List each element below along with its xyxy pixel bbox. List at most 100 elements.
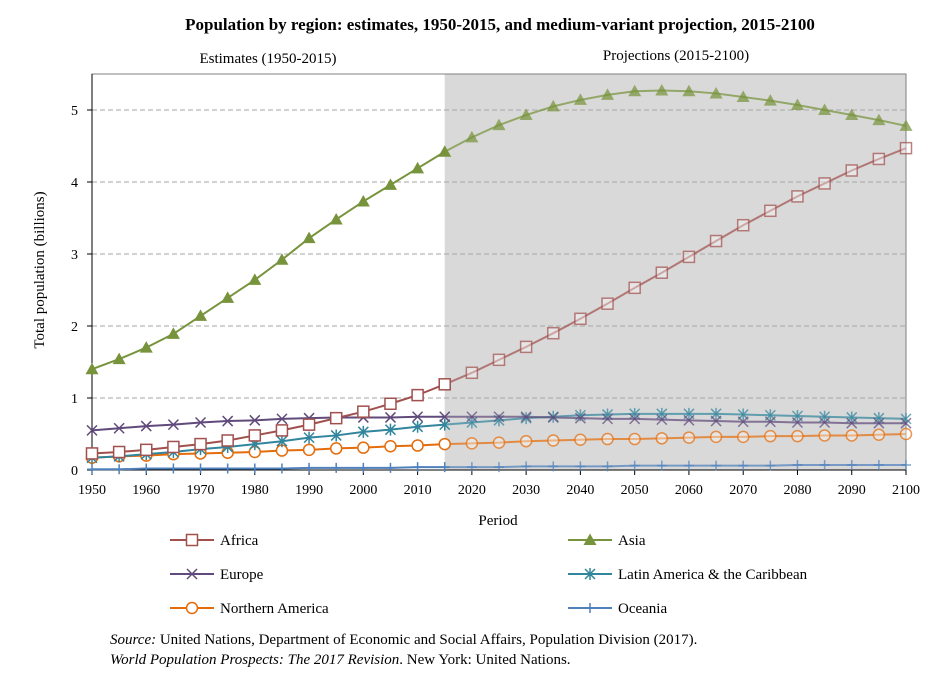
estimates-label: Estimates (1950-2015)	[199, 51, 336, 67]
data-point-marker	[683, 460, 694, 471]
data-point-marker	[901, 459, 911, 470]
data-point-marker	[411, 439, 424, 452]
data-point-marker	[602, 461, 613, 472]
data-point-marker	[466, 411, 478, 423]
y-tick-label: 2	[71, 320, 78, 335]
data-point-marker	[547, 434, 560, 447]
data-point-marker	[900, 417, 912, 429]
series-asia	[85, 84, 913, 375]
series-oceania	[87, 459, 911, 475]
x-tick-label: 1970	[187, 483, 215, 498]
data-point-marker	[709, 234, 723, 248]
data-point-marker	[439, 462, 450, 473]
data-point-marker	[818, 429, 831, 442]
data-point-marker	[493, 411, 505, 423]
data-point-marker	[547, 411, 559, 423]
data-point-marker	[384, 411, 396, 423]
series-europe	[86, 411, 912, 436]
series-africa	[85, 141, 913, 460]
data-point-marker	[736, 430, 750, 444]
data-point-marker	[601, 88, 615, 100]
projection-shaded-region	[444, 74, 906, 470]
x-tick-label: 2010	[404, 483, 432, 498]
data-point-marker	[818, 103, 832, 115]
data-point-marker	[546, 99, 560, 112]
data-point-marker	[629, 460, 640, 471]
data-point-marker	[114, 464, 125, 475]
data-point-marker	[248, 429, 262, 442]
data-point-marker	[845, 164, 858, 177]
data-point-marker	[385, 462, 396, 473]
data-point-marker	[791, 416, 803, 429]
data-point-marker	[249, 414, 261, 426]
y-axis-title: Total population (billions)	[32, 191, 48, 348]
data-point-marker	[765, 460, 776, 471]
data-point-marker	[682, 431, 696, 444]
data-point-marker	[737, 416, 749, 428]
x-tick-label: 1990	[295, 483, 323, 498]
data-point-marker	[357, 441, 370, 454]
data-point-marker	[872, 428, 886, 441]
data-point-marker	[185, 601, 199, 615]
data-point-marker	[575, 461, 586, 472]
data-point-marker	[221, 434, 234, 447]
data-point-marker	[520, 412, 532, 425]
data-point-marker	[872, 113, 886, 126]
legend-label: Europe	[220, 567, 264, 583]
legend: Africa Asia Europe Latin America & the Cari…	[170, 533, 808, 617]
data-point-marker	[276, 435, 288, 448]
data-point-marker	[764, 429, 777, 443]
data-point-marker	[249, 463, 260, 474]
data-point-marker	[519, 108, 533, 121]
data-point-marker	[357, 405, 370, 418]
projections-label: Projections (2015-2100)	[603, 48, 749, 64]
data-point-marker	[222, 415, 234, 427]
chart-title: Population by region: estimates, 1950-20…	[185, 15, 815, 34]
data-point-marker	[899, 141, 913, 155]
data-point-marker	[358, 462, 369, 473]
x-tick-label: 2030	[512, 483, 540, 498]
data-point-marker	[872, 152, 886, 166]
legend-item-oceania: Oceania	[568, 601, 667, 617]
source-label: Source:	[110, 632, 157, 648]
source-text: United Nations, Department of Economic a…	[156, 632, 698, 648]
data-point-marker	[574, 412, 586, 424]
data-point-marker	[655, 84, 669, 96]
data-point-marker	[656, 414, 668, 426]
data-point-marker	[330, 429, 342, 442]
data-point-marker	[629, 413, 641, 425]
data-point-marker	[167, 419, 179, 431]
source-publisher: . New York: United Nations.	[399, 652, 571, 668]
data-point-marker	[411, 161, 425, 174]
data-point-marker	[357, 425, 369, 438]
data-point-marker	[736, 218, 750, 232]
data-point-marker	[846, 417, 858, 429]
data-point-marker	[439, 418, 451, 431]
data-point-marker	[846, 459, 857, 470]
x-tick-label: 2050	[621, 483, 649, 498]
series-line-projection	[444, 433, 907, 446]
data-point-marker	[438, 437, 451, 451]
data-point-marker	[899, 119, 913, 131]
series-line-projection	[444, 415, 906, 425]
data-point-marker	[873, 459, 884, 470]
data-point-marker	[682, 250, 696, 264]
data-point-marker	[547, 326, 560, 340]
data-point-marker	[466, 462, 477, 473]
data-point-marker	[574, 312, 587, 326]
data-point-marker	[465, 366, 479, 380]
data-point-marker	[583, 533, 597, 545]
data-point-marker	[899, 427, 913, 441]
data-point-marker	[628, 84, 642, 97]
data-point-marker	[329, 442, 343, 455]
data-point-marker	[222, 463, 233, 474]
data-point-marker	[329, 212, 343, 225]
data-point-marker	[791, 190, 804, 203]
series-group	[85, 84, 913, 475]
legend-label: Asia	[618, 533, 646, 549]
legend-item-northern-america: Northern America	[170, 601, 329, 617]
data-point-marker	[195, 463, 206, 474]
data-point-marker	[628, 432, 641, 446]
x-tick-label: 1980	[241, 483, 269, 498]
data-point-marker	[682, 84, 696, 97]
